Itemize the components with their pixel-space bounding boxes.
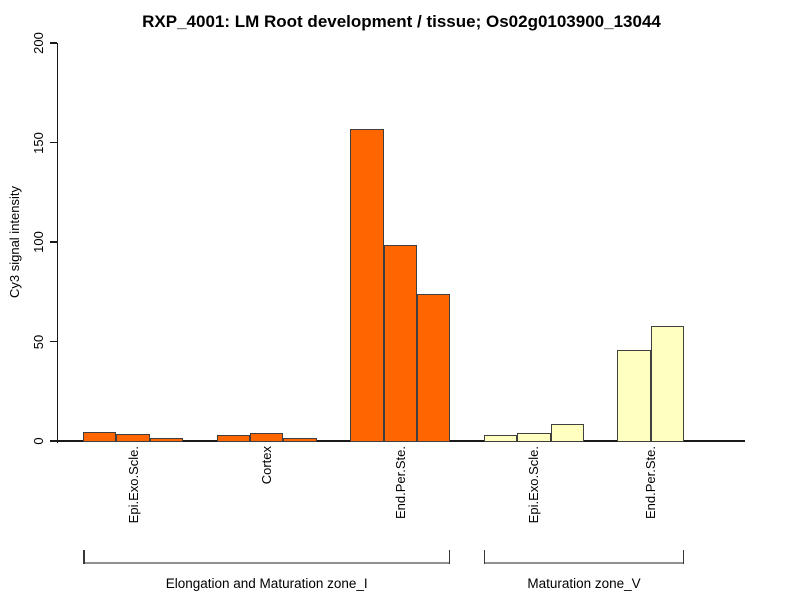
zone-bracket: [83, 562, 451, 564]
group-label: End.Per.Ste.: [392, 446, 408, 519]
group-label: Cortex: [259, 446, 275, 485]
bar: [550, 424, 584, 442]
bar: [116, 434, 150, 442]
zone-bracket-tick: [448, 550, 451, 564]
bar: [283, 437, 317, 442]
y-tick-label: 150: [31, 131, 46, 154]
group-label: End.Per.Ste.: [643, 446, 659, 519]
bar: [383, 244, 417, 442]
y-tick-label: 200: [31, 32, 46, 54]
bar: [83, 432, 117, 442]
bar: [350, 129, 384, 442]
y-tick-label: 0: [31, 437, 46, 445]
bar: [250, 432, 284, 442]
y-tick: [49, 241, 57, 243]
y-tick-label: 100: [31, 231, 46, 253]
bar: [650, 326, 685, 442]
y-axis-label: Cy3 signal intensity: [7, 186, 22, 298]
y-tick: [49, 340, 57, 343]
zone-label: Maturation zone_V: [527, 576, 641, 591]
bar: [483, 434, 518, 442]
zone-bracket-tick: [483, 550, 486, 564]
bar: [417, 294, 451, 442]
group-label: Epi.Exo.Scle.: [125, 446, 141, 524]
y-axis-line: [56, 43, 58, 443]
zone-label: Elongation and Maturation zone_I: [165, 576, 368, 591]
y-tick-label: 50: [31, 334, 46, 349]
bar: [216, 434, 250, 442]
bar: [517, 432, 551, 442]
bar: [149, 438, 184, 442]
y-tick: [49, 141, 57, 144]
chart-title: RXP_4001: LM Root development / tissue; …: [142, 12, 661, 31]
zone-bracket-tick: [682, 550, 685, 564]
bar: [617, 350, 651, 442]
group-label: Epi.Exo.Scle.: [526, 446, 542, 524]
zone-bracket-tick: [83, 550, 85, 564]
y-tick: [49, 440, 57, 442]
y-tick: [49, 42, 57, 44]
zone-bracket: [483, 562, 685, 564]
